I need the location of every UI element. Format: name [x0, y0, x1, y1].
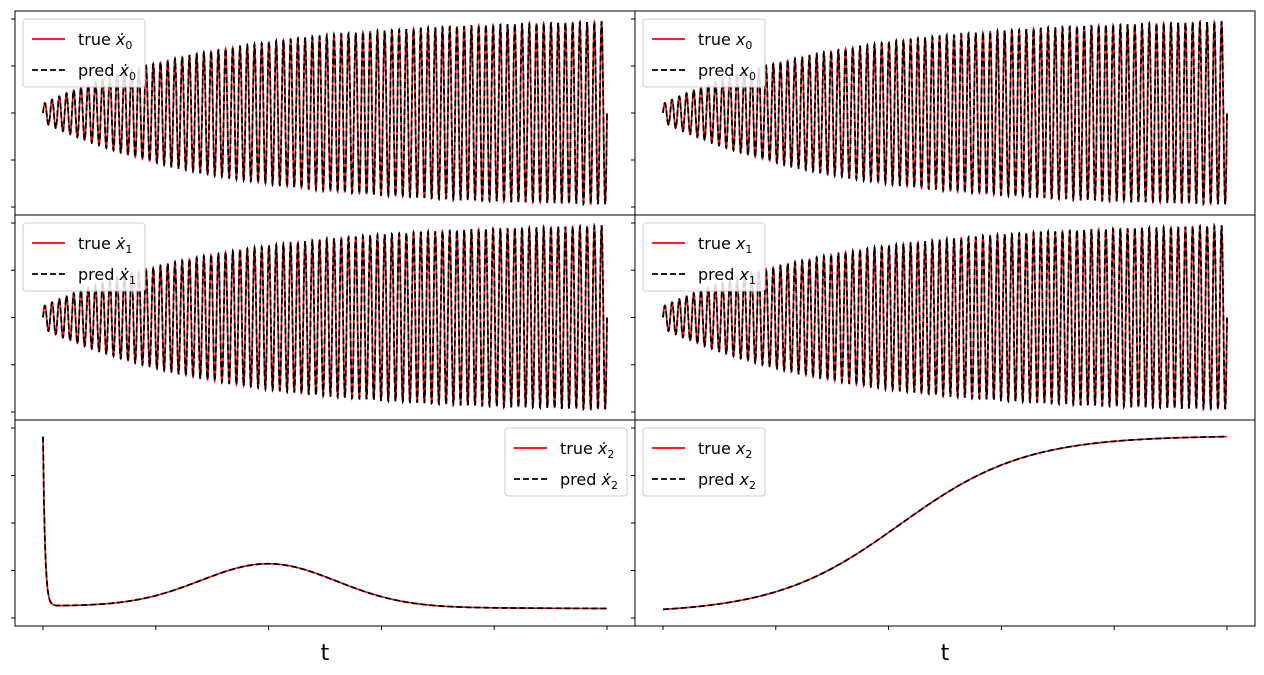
legend-label-true: true x0	[698, 30, 752, 52]
legend: true ẋ1 pred ẋ1	[22, 222, 146, 292]
legend-label-true: true ẋ1	[78, 234, 132, 256]
legend-label-pred: pred x0	[698, 61, 756, 83]
panel-top-left: true ẋ0 pred ẋ0	[11, 10, 636, 216]
legend-label-pred: pred x1	[698, 265, 756, 287]
panel-middle-left: true ẋ1 pred ẋ1	[11, 214, 636, 421]
legend: true x0 pred x0	[642, 18, 766, 88]
series-true-line	[662, 222, 1228, 411]
panel-top-right: true x0 pred x0	[631, 10, 1256, 216]
legend: true x2 pred x2	[642, 427, 766, 497]
legend-label-pred: pred ẋ2	[560, 470, 618, 492]
xlabel-right: t	[941, 641, 950, 666]
legend-label-true: true x1	[698, 234, 752, 256]
legend-label-true: true ẋ2	[560, 439, 614, 461]
legend: true x1 pred x1	[642, 222, 766, 292]
legend-label-pred: pred ẋ1	[78, 265, 136, 287]
legend-label-true: true x2	[698, 439, 752, 461]
legend-label-pred: pred x2	[698, 470, 756, 492]
legend-label-true: true ẋ0	[78, 30, 132, 52]
panel-middle-right: true x1 pred x1	[631, 214, 1256, 421]
panel-bottom-right: true x2 pred x2	[631, 419, 1256, 630]
series-pred-line	[662, 18, 1228, 207]
legend: true ẋ0 pred ẋ0	[22, 18, 146, 88]
legend-label-pred: pred ẋ0	[78, 61, 136, 83]
series-pred-line	[662, 435, 1228, 611]
panel-bottom-left: true ẋ2 pred ẋ2	[11, 419, 636, 630]
series-pred-line	[42, 436, 607, 610]
xlabel-left: t	[321, 641, 330, 666]
legend: true ẋ2 pred ẋ2	[504, 427, 628, 497]
series-pred-line	[42, 222, 608, 412]
series-pred-line	[42, 18, 608, 207]
panels-group: true ẋ0 pred ẋ0 true x0 pred x0 true ẋ1 pred …	[11, 10, 1256, 630]
